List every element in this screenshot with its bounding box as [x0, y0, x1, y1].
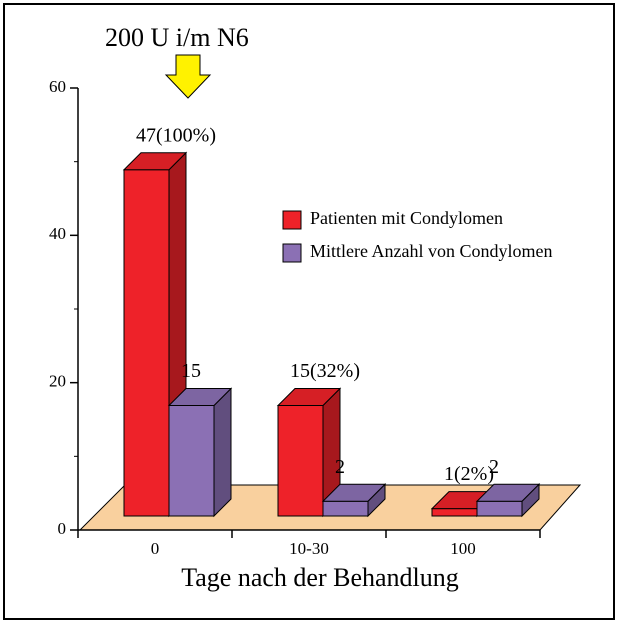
- bar-face: [167, 388, 233, 406]
- bar: [475, 483, 541, 518]
- arrow: [164, 54, 212, 99]
- bar-face: [475, 483, 541, 502]
- bar-face: [213, 387, 232, 518]
- value-label: 1(2%): [444, 463, 494, 485]
- legend-swatch: [282, 243, 302, 263]
- bar-face: [431, 508, 478, 517]
- bar: [276, 387, 342, 518]
- bar-face: [168, 405, 215, 517]
- value-label: 47(100%): [136, 124, 216, 146]
- bar-face: [277, 405, 324, 517]
- x-tick-label: 0: [151, 539, 160, 558]
- y-tick-label: 60: [49, 77, 66, 96]
- bar-face: [123, 169, 170, 517]
- bar-face: [122, 152, 188, 171]
- y-tick-label: 40: [49, 224, 66, 243]
- legend-swatch: [282, 210, 302, 230]
- bar-face: [321, 483, 387, 502]
- bar: [167, 387, 233, 518]
- value-label: 2: [335, 456, 345, 478]
- y-tick-label: 0: [58, 519, 67, 538]
- x-axis-label: Tage nach der Behandlung: [181, 563, 459, 592]
- bar-face: [322, 500, 369, 517]
- value-label: 15(32%): [290, 360, 360, 382]
- x-tick-label: 100: [450, 539, 476, 558]
- legend-label: Patienten mit Condylomen: [310, 208, 503, 228]
- annotation: 200 U i/m N6: [105, 23, 249, 52]
- value-label: 2: [489, 456, 499, 478]
- legend-label: Mittlere Anzahl von Condylomen: [310, 241, 552, 261]
- bar: [321, 483, 387, 518]
- x-tick-label: 10-30: [289, 539, 329, 558]
- y-tick-label: 20: [49, 372, 66, 391]
- bar-face: [476, 500, 523, 517]
- bar-face: [276, 388, 342, 406]
- value-label: 15: [181, 360, 201, 382]
